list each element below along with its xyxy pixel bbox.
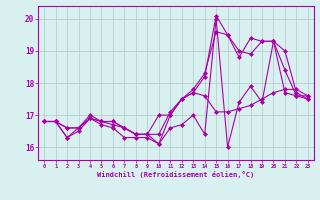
X-axis label: Windchill (Refroidissement éolien,°C): Windchill (Refroidissement éolien,°C): [97, 171, 255, 178]
